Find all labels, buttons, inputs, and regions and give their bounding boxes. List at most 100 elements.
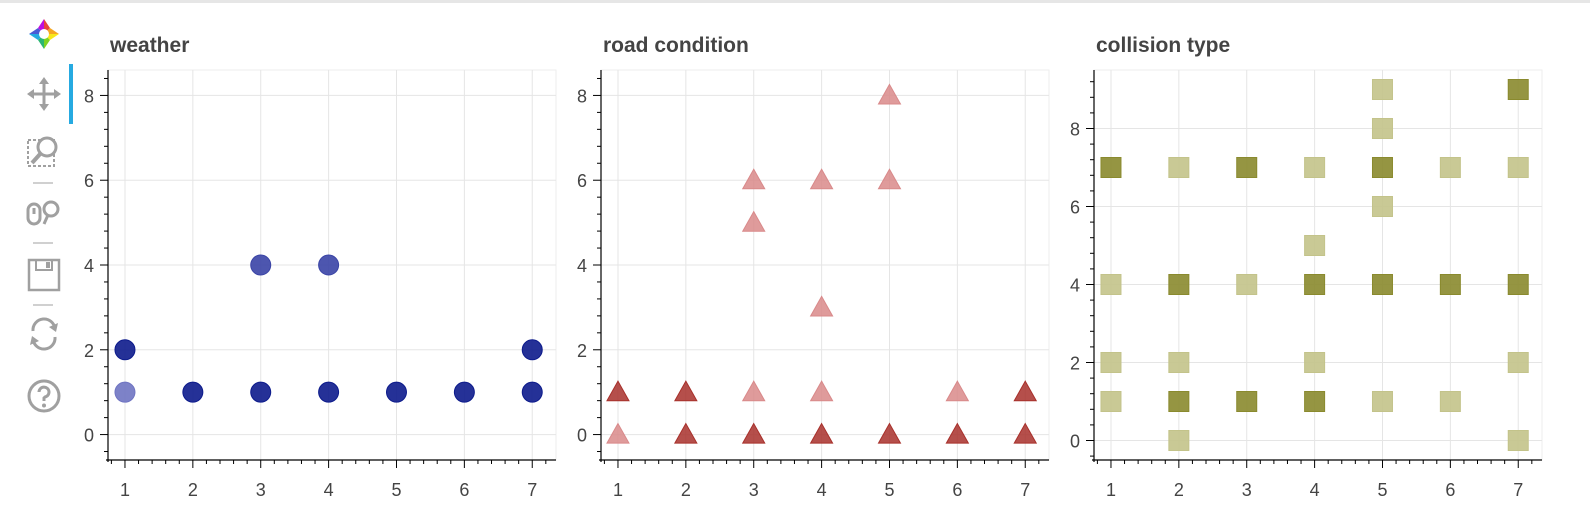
y-tick-label: 6 xyxy=(1070,198,1080,218)
data-point xyxy=(877,422,902,444)
x-tick-label: 1 xyxy=(613,480,623,500)
save-icon[interactable] xyxy=(24,254,64,294)
x-tick-label: 4 xyxy=(1310,480,1320,500)
data-point xyxy=(521,381,543,403)
plot-toolbar xyxy=(18,8,73,448)
box-zoom-icon[interactable] xyxy=(24,132,64,172)
data-point xyxy=(1168,430,1190,451)
y-tick-label: 2 xyxy=(577,341,587,361)
x-tick-label: 3 xyxy=(1242,480,1252,500)
data-point xyxy=(1236,391,1258,412)
active-tool-indicator xyxy=(69,64,73,124)
data-point xyxy=(1439,157,1461,178)
data-point xyxy=(741,422,766,444)
y-tick-label: 2 xyxy=(1070,354,1080,374)
x-tick-label: 5 xyxy=(1377,480,1387,500)
data-point xyxy=(1507,157,1529,178)
data-point xyxy=(114,339,136,361)
data-point xyxy=(809,422,834,444)
data-point xyxy=(1168,274,1190,295)
data-point xyxy=(1236,274,1258,295)
help-icon[interactable] xyxy=(24,376,64,416)
x-tick-label: 2 xyxy=(188,480,198,500)
y-tick-label: 4 xyxy=(1070,276,1080,296)
x-tick-label: 7 xyxy=(1513,480,1523,500)
data-point xyxy=(250,254,272,276)
data-point xyxy=(1371,196,1393,217)
data-point xyxy=(1100,391,1122,412)
data-point xyxy=(1507,352,1529,373)
x-tick-label: 3 xyxy=(749,480,759,500)
toolbar-separator xyxy=(33,182,53,184)
x-tick-label: 7 xyxy=(527,480,537,500)
y-tick-label: 6 xyxy=(84,171,94,191)
data-point xyxy=(741,210,766,232)
y-tick-label: 2 xyxy=(84,341,94,361)
data-point xyxy=(318,381,340,403)
data-point xyxy=(945,422,970,444)
x-tick-label: 2 xyxy=(681,480,691,500)
data-point xyxy=(1304,235,1326,256)
data-point xyxy=(606,422,630,444)
x-tick-label: 2 xyxy=(1174,480,1184,500)
y-tick-label: 0 xyxy=(1070,432,1080,452)
data-point xyxy=(1100,157,1122,178)
y-tick-label: 0 xyxy=(84,426,94,446)
data-point xyxy=(1371,79,1393,100)
pan-icon[interactable] xyxy=(24,74,64,114)
data-point xyxy=(385,381,407,403)
data-point xyxy=(114,381,136,403)
wheel-zoom-icon[interactable] xyxy=(24,194,64,234)
x-tick-label: 1 xyxy=(120,480,130,500)
data-point xyxy=(1100,352,1122,373)
data-point xyxy=(1371,157,1393,178)
data-point xyxy=(1304,274,1326,295)
x-tick-label: 6 xyxy=(459,480,469,500)
x-tick-label: 6 xyxy=(952,480,962,500)
data-point xyxy=(1439,274,1461,295)
bokeh-logo-icon[interactable] xyxy=(24,14,64,54)
data-point xyxy=(1371,118,1393,139)
y-tick-label: 0 xyxy=(577,426,587,446)
data-point xyxy=(741,380,766,402)
x-tick-label: 5 xyxy=(884,480,894,500)
reset-icon[interactable] xyxy=(24,314,64,354)
data-point xyxy=(1168,391,1190,412)
data-point xyxy=(1304,391,1326,412)
x-tick-label: 6 xyxy=(1445,480,1455,500)
window-top-border xyxy=(0,0,1590,3)
data-point xyxy=(1507,430,1529,451)
y-tick-label: 8 xyxy=(1070,120,1080,140)
data-point xyxy=(673,422,698,444)
data-point xyxy=(877,83,902,105)
plot-collision-type: collision type 0 2 4 6 8 1 2 3 4 5 6 7 xyxy=(1070,34,1543,500)
data-point xyxy=(877,168,902,190)
data-point xyxy=(673,380,698,402)
data-point xyxy=(809,380,834,402)
y-tick-label: 8 xyxy=(577,86,587,106)
x-tick-label: 4 xyxy=(324,480,334,500)
chart-title: collision type xyxy=(1096,34,1230,57)
y-tick-label: 4 xyxy=(577,256,587,276)
y-tick-label: 4 xyxy=(84,256,94,276)
data-point xyxy=(809,168,834,190)
x-tick-label: 4 xyxy=(817,480,827,500)
chart-title: weather xyxy=(109,34,189,57)
x-tick-label: 1 xyxy=(1106,480,1116,500)
data-point xyxy=(1236,157,1258,178)
data-point xyxy=(945,380,970,402)
toolbar-separator xyxy=(33,304,53,306)
data-point xyxy=(1013,422,1038,444)
y-tick-label: 8 xyxy=(84,86,94,106)
x-tick-label: 7 xyxy=(1020,480,1030,500)
data-point xyxy=(1100,274,1122,295)
data-point xyxy=(318,254,340,276)
plot-road-condition: road condition 0 2 4 6 8 1 2 3 4 5 6 7 xyxy=(577,34,1050,500)
chart-title: road condition xyxy=(603,34,749,57)
data-point xyxy=(1168,352,1190,373)
x-tick-label: 3 xyxy=(256,480,266,500)
data-point xyxy=(1013,380,1038,402)
data-point xyxy=(1371,274,1393,295)
data-point xyxy=(1168,157,1190,178)
